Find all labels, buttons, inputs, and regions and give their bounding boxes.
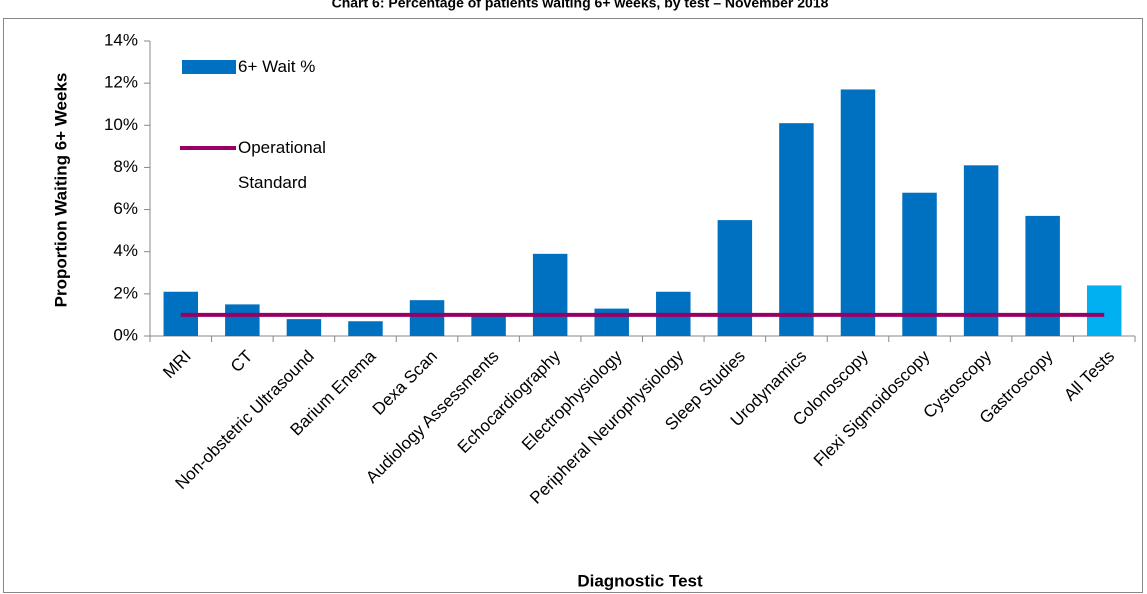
bar — [594, 308, 629, 336]
legend-item: Operational Standard — [238, 138, 326, 192]
x-tick-label: CT — [227, 347, 256, 376]
y-tick-label: 10% — [104, 115, 138, 134]
y-tick-label: 2% — [113, 283, 138, 302]
chart-title: Chart 6: Percentage of patients waiting … — [332, 0, 829, 11]
legend-label: 6+ Wait % — [238, 57, 316, 76]
legend-item: 6+ Wait % — [238, 57, 316, 76]
y-axis-title: Proportion Waiting 6+ Weeks — [51, 73, 70, 308]
bar — [348, 321, 383, 336]
y-tick-label: 6% — [113, 199, 138, 218]
legend-label: Operational Standard — [238, 138, 326, 192]
y-tick-label: 8% — [113, 157, 138, 176]
x-tick-label: MRI — [159, 347, 194, 382]
bar — [717, 220, 753, 336]
y-tick-label: 14% — [104, 30, 138, 49]
bar — [471, 314, 506, 336]
bar — [1025, 215, 1060, 336]
x-axis-title: Diagnostic Test — [577, 571, 703, 590]
x-tick-label: All Tests — [1060, 347, 1118, 405]
y-tick-label: 12% — [104, 73, 138, 92]
bar — [532, 253, 568, 336]
y-tick-label: 4% — [113, 241, 138, 260]
x-tick-label: Flexi Sigmoidoscopy — [810, 346, 934, 470]
y-tick-label: 0% — [113, 325, 138, 344]
legend-swatch — [182, 60, 236, 74]
chart-frame — [3, 18, 1143, 593]
bar — [286, 319, 322, 336]
bar — [1086, 285, 1122, 336]
bar — [840, 89, 876, 336]
bar — [779, 123, 814, 336]
x-tick-label: Echocardiography — [454, 346, 565, 457]
bar — [902, 192, 937, 336]
bar — [225, 304, 260, 336]
bar — [409, 300, 445, 336]
bar — [963, 165, 999, 336]
